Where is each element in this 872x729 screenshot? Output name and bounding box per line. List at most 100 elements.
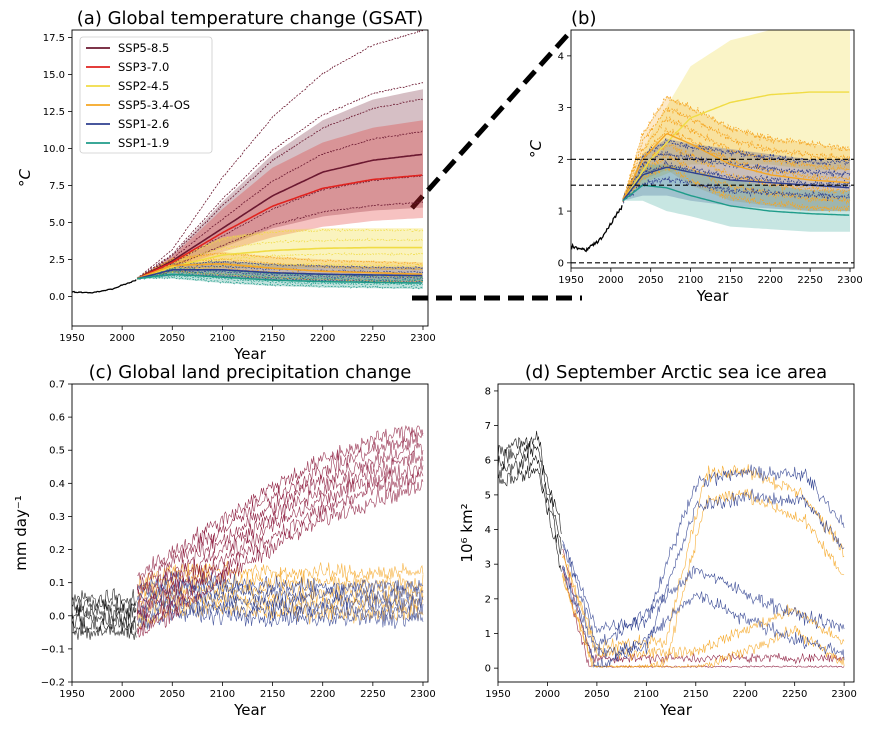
x-axis-label: Year xyxy=(233,701,267,719)
member-ssp1-2-6 xyxy=(562,464,845,634)
member-ssp5-3-4-os xyxy=(136,597,424,629)
member-ssp5-8-5 xyxy=(136,479,424,638)
x-tick-label: 2150 xyxy=(260,333,285,344)
x-tick-label: 2300 xyxy=(837,275,862,286)
x-tick-label: 2050 xyxy=(160,333,185,344)
panel-c: 1950 2000 2050 2100 2150 2200 2250 2300 −0.2 −0.1… xyxy=(12,362,436,719)
member-ssp5-3-4-os xyxy=(562,488,845,669)
member-ssp5-8-5 xyxy=(136,30,424,279)
y-axis-label: mm day⁻¹ xyxy=(12,495,30,571)
series-historical xyxy=(72,279,137,294)
member-ssp1-2-6 xyxy=(136,269,424,280)
y-tick-label: 5.0 xyxy=(49,218,65,229)
plot-frame xyxy=(570,29,855,269)
y-tick-label: 7.5 xyxy=(49,181,65,192)
member-ssp5-3-4-os xyxy=(622,163,851,213)
y-tick-label: 4 xyxy=(558,51,564,62)
member-ssp5-3-4-os xyxy=(622,115,851,201)
member-ssp5-3-4-os xyxy=(137,251,423,280)
band-ssp5-8-5 xyxy=(137,89,423,279)
member-ssp5-3-4-os xyxy=(622,95,851,199)
chart-title: (a) Global temperature change (GSAT) xyxy=(77,8,423,29)
series-ssp5-8-5 xyxy=(136,153,423,280)
x-tick-label: 2150 xyxy=(683,689,708,700)
series-ssp1-1-9 xyxy=(137,273,423,284)
legend-box xyxy=(79,36,213,154)
series-historical xyxy=(571,205,623,253)
y-tick-label: 10.0 xyxy=(43,144,65,155)
member-ssp1-2-6 xyxy=(622,138,851,200)
member-ssp5-8-5 xyxy=(137,425,424,581)
y-tick-label: 0.6 xyxy=(49,413,65,424)
x-tick-label: 2100 xyxy=(678,275,703,286)
band-ssp5-3-4-os xyxy=(622,97,850,212)
member-ssp5-8-5 xyxy=(136,130,424,279)
legend-label: SSP1-2.6 xyxy=(118,117,169,131)
member-ssp2-4-5 xyxy=(136,237,424,280)
zoom-connector-upper xyxy=(410,28,574,210)
member-ssp5-3-4-os xyxy=(622,106,851,203)
y-tick-label: −0.2 xyxy=(41,678,65,689)
y-tick-label: 0.3 xyxy=(49,512,65,523)
chart-title: (c) Global land precipitation change xyxy=(89,362,412,383)
member-ssp1-2-6 xyxy=(137,260,424,279)
panel-d: 1950 2000 2050 2100 2150 2200 2250 2300 0 1 2 3 4 5 6 7… xyxy=(458,362,857,719)
member-ssp5-3-4-os xyxy=(137,258,424,279)
member-ssp5-3-4-os xyxy=(562,573,845,668)
member-ssp1-2-6 xyxy=(622,176,851,202)
member-historical xyxy=(498,430,562,535)
x-tick-label: 2000 xyxy=(109,333,134,344)
member-ssp5-8-5 xyxy=(136,460,424,621)
member-ssp1-2-6 xyxy=(562,567,845,668)
member-ssp5-3-4-os xyxy=(622,127,851,203)
panel-a: 1950 2000 2050 2100 2150 2200 2250 2300 0.0 2.5 5.… xyxy=(16,8,436,363)
series-ssp1-1-9 xyxy=(622,184,850,216)
member-historical xyxy=(498,465,562,572)
member-ssp5-3-4-os xyxy=(562,555,845,661)
x-tick-label: 1950 xyxy=(59,689,84,700)
legend-label: SSP5-8.5 xyxy=(118,41,169,55)
x-tick-label: 2000 xyxy=(535,689,560,700)
member-ssp2-4-5 xyxy=(136,252,424,280)
y-tick-label: 0 xyxy=(558,258,564,269)
y-tick-label: 17.5 xyxy=(43,33,65,44)
x-tick-label: 2000 xyxy=(598,275,623,286)
x-axis-label: Year xyxy=(233,345,267,363)
legend-label: SSP3-7.0 xyxy=(118,60,169,74)
x-tick-label: 2100 xyxy=(210,333,235,344)
x-tick-label: 2000 xyxy=(109,689,134,700)
y-tick-label: 1 xyxy=(558,207,564,218)
series-ssp5-3-4-os xyxy=(622,133,850,202)
band-ssp2-4-5 xyxy=(622,30,850,201)
x-tick-label: 2250 xyxy=(782,689,807,700)
member-historical xyxy=(498,453,562,555)
member-historical xyxy=(72,602,137,622)
member-historical xyxy=(72,623,137,640)
x-tick-label: 2200 xyxy=(310,333,335,344)
plot-frame xyxy=(497,383,855,683)
y-tick-label: 3 xyxy=(485,560,491,571)
member-ssp1-1-9 xyxy=(137,269,423,282)
series-ssp2-4-5 xyxy=(136,246,422,280)
x-tick-label: 2050 xyxy=(638,275,663,286)
member-ssp5-8-5 xyxy=(136,470,424,633)
member-ssp1-1-9 xyxy=(137,274,424,287)
chart-title: (d) September Arctic sea ice area xyxy=(525,362,827,383)
member-ssp1-2-6 xyxy=(136,602,424,630)
y-tick-label: 0.2 xyxy=(49,545,65,556)
x-tick-label: 2300 xyxy=(410,689,435,700)
x-tick-label: 2250 xyxy=(797,275,822,286)
x-axis-label: Year xyxy=(696,287,730,305)
legend-label: SSP5-3.4-OS xyxy=(118,98,190,112)
y-tick-label: 12.5 xyxy=(43,107,65,118)
y-tick-label: 7 xyxy=(485,421,491,432)
x-tick-label: 2200 xyxy=(758,275,783,286)
y-tick-label: 0.0 xyxy=(49,292,65,303)
legend: SSP5-8.5 SSP3-7.0 SSP2-4.5 SSP5-3.4-OS SSP1-… xyxy=(79,36,213,154)
member-ssp5-3-4-os xyxy=(622,152,851,205)
legend-label: SSP2-4.5 xyxy=(118,79,169,93)
panel-b: 1950 2000 2050 2100 2150 2200 2250 2300 0 1 2 3 4 (b)… xyxy=(527,8,863,305)
member-historical xyxy=(498,440,562,548)
member-ssp5-8-5 xyxy=(136,201,424,280)
y-tick-label: 5 xyxy=(485,490,491,501)
